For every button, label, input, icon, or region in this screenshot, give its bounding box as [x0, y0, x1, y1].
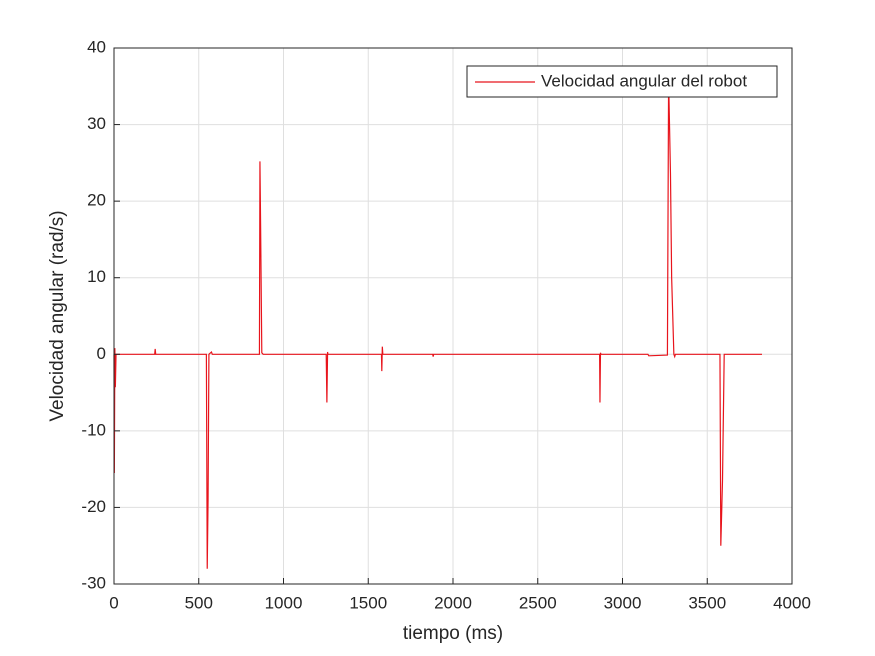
x-axis-label: tiempo (ms) — [403, 623, 503, 644]
x-tick-label: 1000 — [265, 593, 303, 612]
x-tick-label: 2000 — [434, 593, 472, 612]
y-tick-label: 10 — [87, 267, 106, 286]
x-tick-label: 1500 — [349, 593, 387, 612]
y-tick-label: 30 — [87, 114, 106, 133]
x-tick-label: 500 — [185, 593, 213, 612]
legend-label: Velocidad angular del robot — [541, 71, 747, 90]
y-tick-label: 0 — [97, 344, 106, 363]
y-tick-label: -30 — [81, 573, 106, 592]
x-tick-label: 3500 — [688, 593, 726, 612]
y-tick-label: -20 — [81, 497, 106, 516]
data-line — [113, 78, 762, 569]
series-group — [113, 78, 762, 569]
x-tick-label: 4000 — [773, 593, 811, 612]
y-axis-label: Velocidad angular (rad/s) — [47, 210, 68, 421]
x-tick-label: 2500 — [519, 593, 557, 612]
y-tick-label: 40 — [87, 37, 106, 56]
ticks: 0 500 1000 1500 2000 2500 3000 3500 4000 -30 -20 -1… — [81, 37, 810, 612]
y-tick-label: -10 — [81, 420, 106, 439]
x-tick-label: 3000 — [604, 593, 642, 612]
legend: Velocidad angular del robot — [466, 65, 778, 98]
x-tick-label: 0 — [109, 593, 118, 612]
y-tick-label: 20 — [87, 191, 106, 210]
